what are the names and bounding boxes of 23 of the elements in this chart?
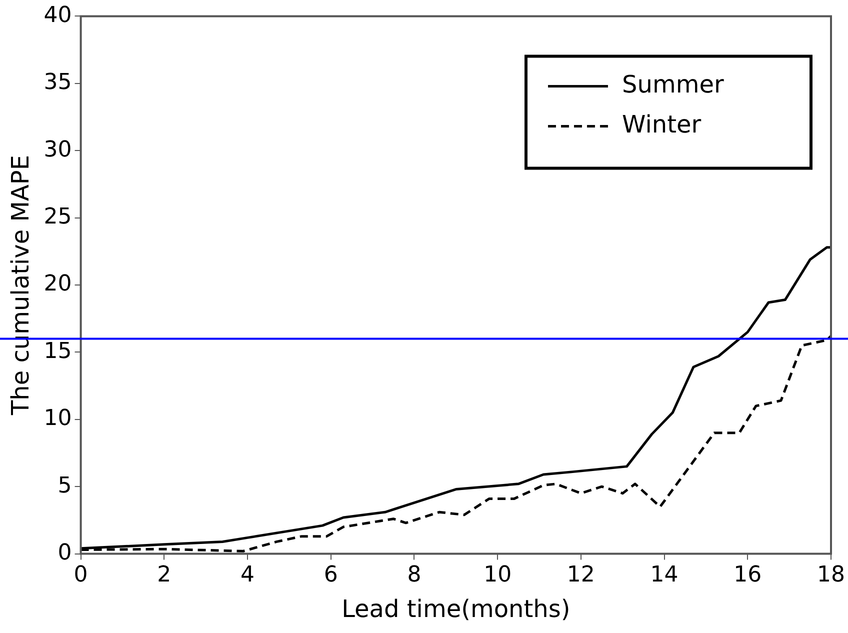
x-tick-label: 16 bbox=[734, 562, 762, 588]
y-tick-label: 15 bbox=[44, 338, 72, 364]
legend-label: Summer bbox=[622, 70, 724, 98]
y-tick-label: 35 bbox=[44, 70, 72, 96]
y-tick-label: 40 bbox=[44, 2, 72, 28]
y-tick-label: 0 bbox=[58, 540, 72, 566]
legend-label: Winter bbox=[622, 110, 702, 138]
x-tick-label: 18 bbox=[817, 562, 846, 588]
y-tick-label: 20 bbox=[44, 272, 72, 297]
x-tick-label: 0 bbox=[74, 562, 88, 588]
x-tick-label: 4 bbox=[240, 562, 255, 588]
y-tick-label: 25 bbox=[44, 204, 72, 230]
x-tick-label: 12 bbox=[566, 562, 595, 588]
x-tick-label: 6 bbox=[324, 562, 338, 588]
y-axis-title: The cumulative MAPE bbox=[6, 154, 35, 416]
y-tick-label: 5 bbox=[58, 473, 72, 498]
x-tick-label: 10 bbox=[484, 562, 512, 588]
x-tick-label: 2 bbox=[157, 562, 172, 588]
x-tick-label: 14 bbox=[650, 562, 678, 588]
x-tick-label: 8 bbox=[407, 562, 422, 588]
y-tick-label: 30 bbox=[44, 137, 72, 162]
y-tick-label: 10 bbox=[44, 406, 72, 432]
x-axis-title: Lead time(months) bbox=[342, 594, 570, 623]
